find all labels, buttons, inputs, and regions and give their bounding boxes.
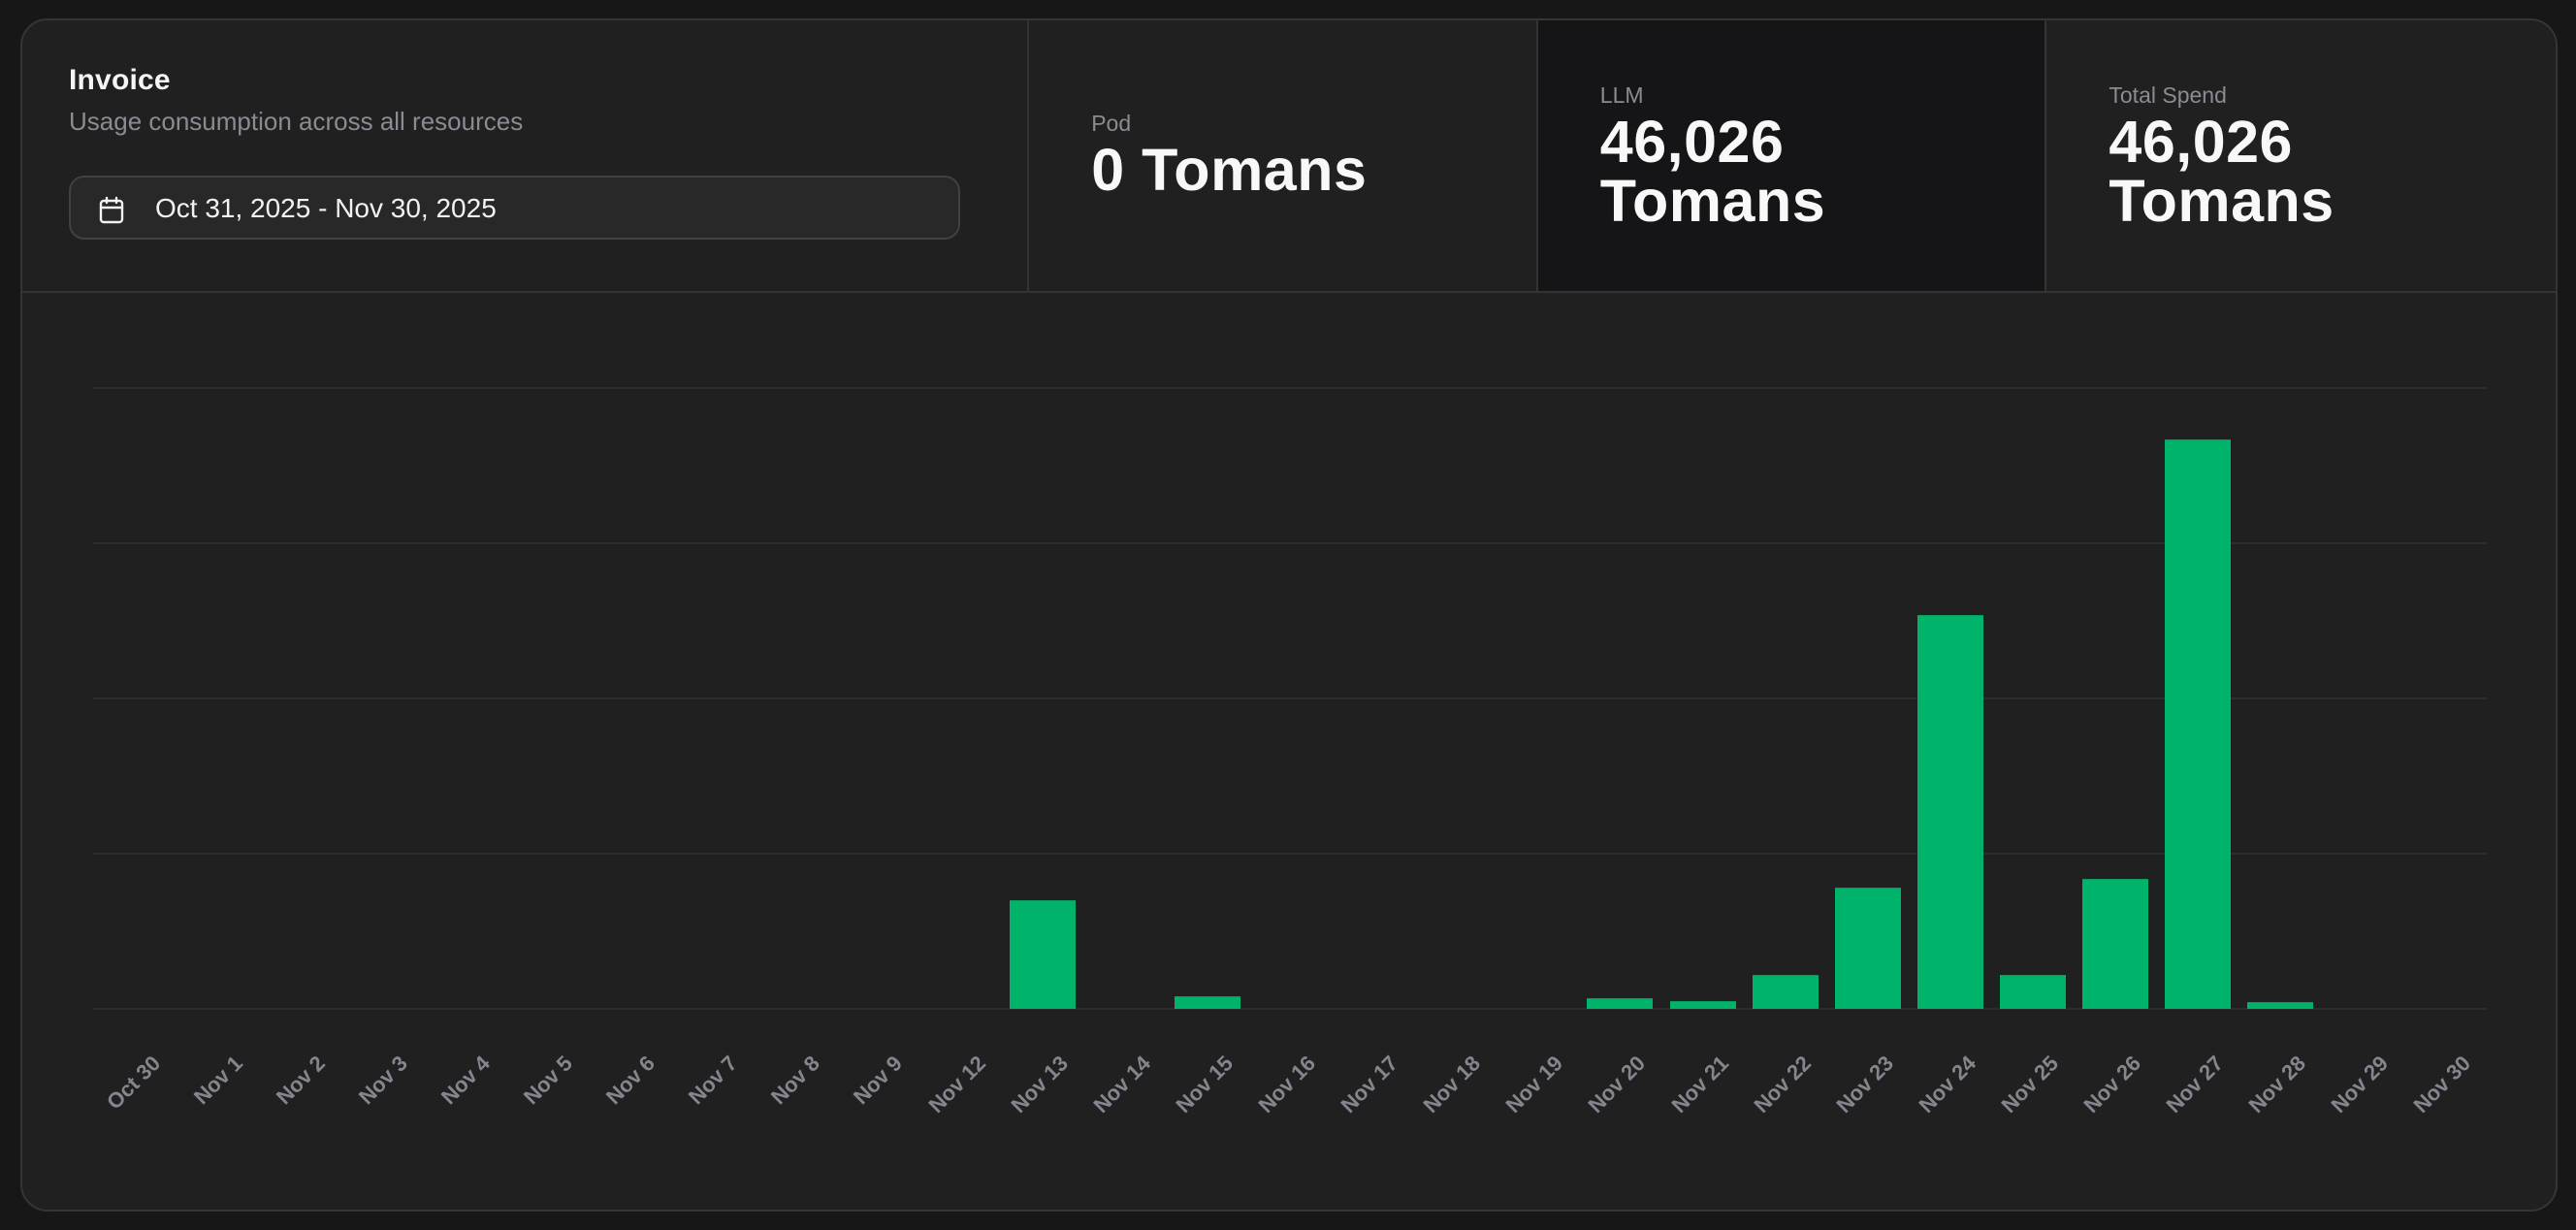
x-axis-label: Nov 23 (1831, 1051, 1898, 1117)
gridline (93, 697, 2487, 699)
x-axis-label: Nov 5 (518, 1051, 577, 1110)
x-axis-label: Nov 12 (923, 1051, 990, 1117)
x-axis-label: Nov 18 (1418, 1051, 1486, 1117)
x-axis-label: Nov 30 (2408, 1051, 2476, 1117)
stat-llm[interactable]: LLM 46,026 Tomans (1537, 20, 2047, 291)
bar[interactable] (1009, 900, 1076, 1009)
invoice-header: Invoice Usage consumption across all res… (22, 20, 2556, 293)
x-axis-label: Nov 1 (188, 1051, 247, 1110)
x-axis-label: Nov 29 (2326, 1051, 2394, 1117)
x-axis-label: Nov 26 (2078, 1051, 2146, 1117)
gridline (93, 853, 2487, 855)
invoice-card: Invoice Usage consumption across all res… (20, 18, 2558, 1212)
x-axis-label: Nov 17 (1336, 1051, 1403, 1117)
page-title: Invoice (69, 64, 171, 96)
bar[interactable] (1174, 996, 1240, 1009)
page-subtitle: Usage consumption across all resources (69, 107, 524, 136)
x-axis-label: Nov 20 (1583, 1051, 1651, 1117)
x-axis-label: Nov 21 (1665, 1051, 1733, 1117)
x-axis-label: Nov 4 (435, 1051, 495, 1110)
x-axis-label: Nov 15 (1171, 1051, 1239, 1117)
stat-value: 46,026 Tomans (1599, 109, 1826, 234)
x-axis-label: Nov 3 (353, 1051, 412, 1110)
gridline (93, 387, 2487, 389)
x-axis-label: Nov 19 (1500, 1051, 1568, 1117)
bar[interactable] (2082, 879, 2149, 1009)
bar[interactable] (1916, 614, 1983, 1009)
x-axis-label: Nov 9 (849, 1051, 908, 1110)
x-axis-label: Nov 8 (766, 1051, 825, 1110)
bar[interactable] (2165, 438, 2232, 1009)
stat-value: 46,026 Tomans (2109, 109, 2334, 234)
stat-label: Total Spend (2109, 82, 2227, 108)
x-axis-label: Nov 16 (1253, 1051, 1321, 1117)
calendar-icon (97, 196, 126, 225)
bar[interactable] (2247, 1001, 2314, 1009)
x-axis-label: Nov 13 (1006, 1051, 1073, 1117)
x-axis-label: Oct 30 (101, 1051, 165, 1115)
usage-bar-chart: Oct 30 Nov 1 Nov 2 Nov 3 Nov 4 Nov 5 Nov 6 Nov … (22, 293, 2556, 1210)
bar[interactable] (1587, 998, 1654, 1009)
bar[interactable] (1999, 975, 2066, 1009)
date-range-value: Oct 31, 2025 - Nov 30, 2025 (155, 193, 497, 223)
x-axis-label: Nov 27 (2161, 1051, 2229, 1117)
stat-value: 0 Tomans (1091, 137, 1368, 203)
date-range-picker[interactable]: Oct 31, 2025 - Nov 30, 2025 (69, 176, 960, 240)
x-axis-label: Nov 24 (1914, 1051, 1980, 1117)
x-axis-label: Nov 22 (1749, 1051, 1816, 1117)
stat-total-spend: Total Spend 46,026 Tomans (2046, 20, 2556, 291)
bar[interactable] (1752, 975, 1819, 1009)
x-axis-label: Nov 28 (2243, 1051, 2311, 1117)
x-axis-label: Nov 25 (1996, 1051, 2064, 1117)
bar[interactable] (1834, 888, 1901, 1009)
x-axis-label: Nov 14 (1088, 1051, 1155, 1117)
stat-pod: Pod 0 Tomans (1029, 20, 1538, 291)
gridline (93, 1008, 2487, 1010)
stat-label: LLM (1599, 82, 1644, 108)
x-axis-label: Nov 2 (271, 1051, 330, 1110)
stat-label: Pod (1091, 111, 1132, 136)
x-axis-label: Nov 7 (684, 1051, 743, 1110)
bar[interactable] (1669, 1001, 1736, 1009)
invoice-intro: Invoice Usage consumption across all res… (22, 20, 1030, 291)
x-axis-label: Nov 6 (601, 1051, 660, 1110)
gridline (93, 542, 2487, 544)
